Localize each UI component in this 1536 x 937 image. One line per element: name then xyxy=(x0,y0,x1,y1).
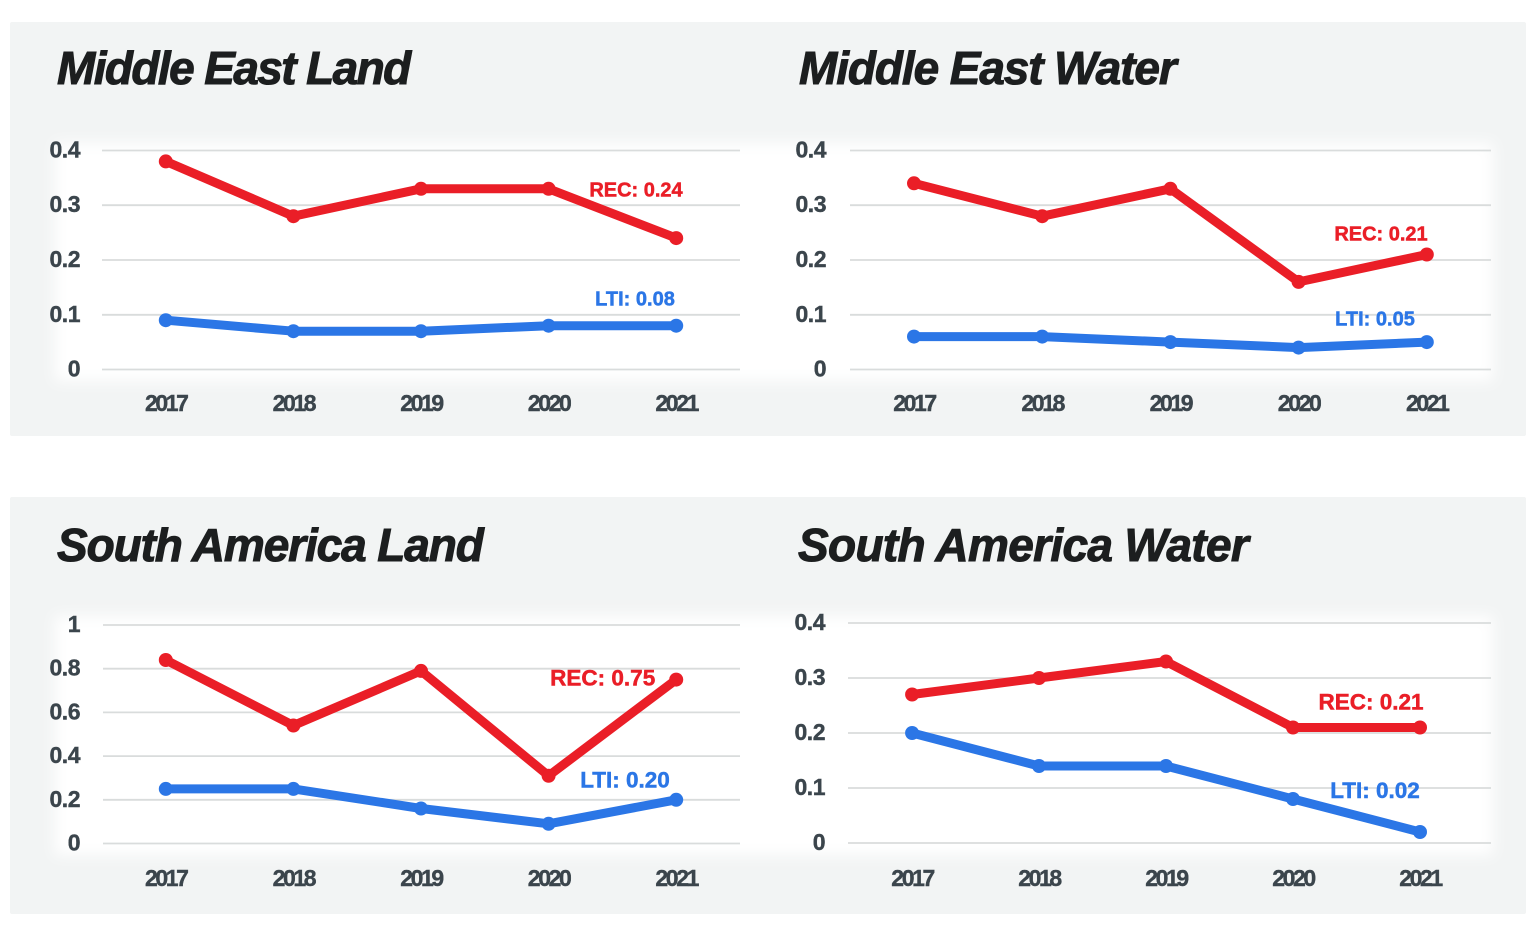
svg-text:2019: 2019 xyxy=(400,390,443,416)
svg-text:0.2: 0.2 xyxy=(796,246,826,272)
svg-text:LTI: 0.20: LTI: 0.20 xyxy=(580,768,670,793)
svg-text:South America Water: South America Water xyxy=(798,519,1251,571)
svg-text:2019: 2019 xyxy=(400,865,443,891)
svg-text:2018: 2018 xyxy=(273,390,317,416)
svg-text:South America Land: South America Land xyxy=(57,519,485,571)
svg-text:2021: 2021 xyxy=(655,390,699,416)
svg-text:2018: 2018 xyxy=(1021,390,1065,416)
svg-text:2017: 2017 xyxy=(145,865,188,891)
svg-text:2017: 2017 xyxy=(145,390,188,416)
svg-text:0.1: 0.1 xyxy=(50,301,81,327)
svg-text:0.6: 0.6 xyxy=(50,698,80,724)
svg-text:REC: 0.24: REC: 0.24 xyxy=(589,180,683,202)
svg-text:0.2: 0.2 xyxy=(50,786,80,812)
svg-text:0.8: 0.8 xyxy=(50,655,81,681)
svg-text:REC: 0.21: REC: 0.21 xyxy=(1334,224,1427,246)
svg-text:0.4: 0.4 xyxy=(50,137,81,163)
svg-text:2020: 2020 xyxy=(528,390,571,416)
svg-text:0.1: 0.1 xyxy=(796,301,827,327)
svg-text:2020: 2020 xyxy=(1278,390,1321,416)
svg-text:2020: 2020 xyxy=(528,865,571,891)
svg-text:LTI: 0.02: LTI: 0.02 xyxy=(1330,778,1420,803)
svg-text:0.3: 0.3 xyxy=(795,664,825,690)
svg-text:0.2: 0.2 xyxy=(795,719,825,745)
svg-text:0: 0 xyxy=(68,830,80,856)
svg-text:0: 0 xyxy=(814,356,826,382)
svg-text:0.4: 0.4 xyxy=(795,609,826,635)
svg-text:REC: 0.21: REC: 0.21 xyxy=(1318,690,1423,715)
svg-text:Middle East Land: Middle East Land xyxy=(57,42,412,94)
svg-text:0.4: 0.4 xyxy=(796,137,827,163)
svg-text:2019: 2019 xyxy=(1145,865,1188,891)
svg-text:LTI: 0.08: LTI: 0.08 xyxy=(595,289,675,311)
svg-text:REC: 0.75: REC: 0.75 xyxy=(550,666,655,691)
svg-text:0.4: 0.4 xyxy=(50,742,81,768)
svg-text:0.1: 0.1 xyxy=(795,774,826,800)
svg-text:0.3: 0.3 xyxy=(50,191,80,217)
svg-text:0: 0 xyxy=(68,356,80,382)
svg-text:2018: 2018 xyxy=(1018,865,1062,891)
svg-text:2019: 2019 xyxy=(1150,390,1193,416)
svg-text:2017: 2017 xyxy=(893,390,936,416)
svg-text:2021: 2021 xyxy=(1399,865,1443,891)
svg-text:Middle East Water: Middle East Water xyxy=(799,42,1179,94)
svg-text:2021: 2021 xyxy=(655,865,699,891)
svg-text:2021: 2021 xyxy=(1406,390,1450,416)
svg-text:0.3: 0.3 xyxy=(796,191,826,217)
svg-text:2020: 2020 xyxy=(1272,865,1315,891)
svg-text:2018: 2018 xyxy=(273,865,317,891)
svg-text:0: 0 xyxy=(813,829,825,855)
svg-text:0.2: 0.2 xyxy=(50,246,80,272)
svg-text:LTI: 0.05: LTI: 0.05 xyxy=(1335,309,1415,331)
svg-text:1: 1 xyxy=(68,611,81,637)
svg-text:2017: 2017 xyxy=(891,865,934,891)
